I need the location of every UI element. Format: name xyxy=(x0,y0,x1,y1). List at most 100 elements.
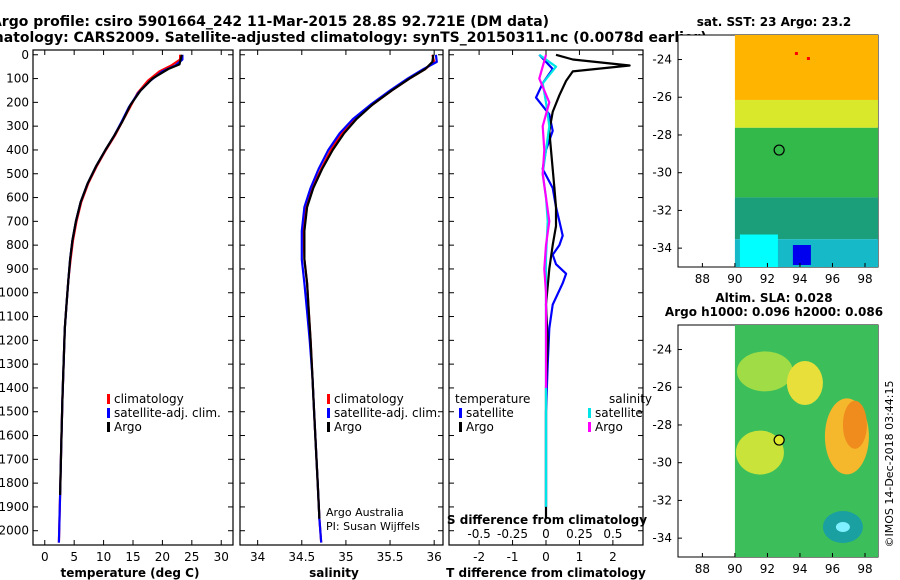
sst-cyan-patch xyxy=(739,234,778,267)
x-tick-label: 1 xyxy=(576,550,584,564)
map-x-tick-label: 96 xyxy=(825,562,840,576)
map-y-tick-label: -26 xyxy=(652,380,672,394)
map-y-tick-label: -30 xyxy=(652,166,672,180)
y-tick-label: 1300 xyxy=(0,357,29,371)
x-tick-label: 10 xyxy=(96,550,111,564)
header-line1: Argo profile: csiro 5901664_242 11-Mar-2… xyxy=(0,14,549,30)
plot-frame xyxy=(32,49,234,546)
legend-swatch-s-satellite xyxy=(588,408,591,418)
legend-label-argo: Argo xyxy=(114,420,142,434)
argo-position-marker xyxy=(773,144,785,156)
s-difference-ticks: -0.5 -0.25 0 0.25 0.5 xyxy=(467,527,622,541)
salinity-panel: 34 34.5 35 35.5 36 xyxy=(239,49,444,564)
sst-map-title: sat. SST: 23 Argo: 23.2 xyxy=(697,15,851,29)
sla-blob xyxy=(736,351,793,392)
argo-position-marker xyxy=(773,434,785,446)
y-tick-label: 1200 xyxy=(0,333,29,347)
legend-label-satellite-s: satellite-adj. clim. xyxy=(334,406,441,420)
salinity-legend: climatology satellite-adj. clim. Argo xyxy=(327,392,441,434)
y-tick-label: 300 xyxy=(6,119,29,133)
credit-line2: PI: Susan Wijffels xyxy=(326,520,420,533)
depth-axis: 0 100 200 300 400 500 600 700 800 900 1000 1100 1200… xyxy=(0,48,29,538)
y-tick-label: 400 xyxy=(6,143,29,157)
sla-blob xyxy=(842,400,867,449)
x-tick-label: 0 xyxy=(542,550,550,564)
y-tick-label: 500 xyxy=(6,167,29,181)
y-tick-label: 1600 xyxy=(0,429,29,443)
sla-map: Altim. SLA: 0.028 Argo h1000: 0.096 h200… xyxy=(652,291,883,576)
difference-legend: temperature salinity satellite Argo sate… xyxy=(455,392,652,434)
y-tick-label: 1700 xyxy=(0,452,29,466)
map-y-tick-label: -26 xyxy=(652,90,672,104)
copyright-label: ©IMOS 14-Dec-2018 03:44:15 xyxy=(883,381,896,548)
y-tick-label: 1000 xyxy=(0,286,29,300)
temperature-legend: climatology satellite-adj. clim. Argo xyxy=(107,392,221,434)
sst-blue-patch xyxy=(792,245,811,265)
x-tick-label: 0 xyxy=(41,550,49,564)
difference-panel: -2 -1 0 1 2 xyxy=(448,49,644,564)
credit-line1: Argo Australia xyxy=(326,506,404,519)
x-tick-label: 5 xyxy=(70,550,78,564)
y-tick-label: 900 xyxy=(6,262,29,276)
legend-title-salinity: salinity xyxy=(609,392,652,406)
x-tick-label: 20 xyxy=(155,550,170,564)
legend-label-climatology: climatology xyxy=(114,392,184,406)
y-tick-label: 600 xyxy=(6,191,29,205)
x-tick-label: 34.5 xyxy=(288,550,315,564)
legend-label-climatology-s: climatology xyxy=(334,392,404,406)
map-y-tick-label: -32 xyxy=(652,203,672,217)
map-y-tick-label: -34 xyxy=(652,241,672,255)
map-x-tick-label: 98 xyxy=(857,562,872,576)
map-y-tick-label: -24 xyxy=(652,53,672,67)
map-y-tick-label: -34 xyxy=(652,531,672,545)
legend-swatch-argo-s xyxy=(327,422,330,432)
series-line-argo xyxy=(59,54,183,496)
legend-swatch-s-argo xyxy=(588,422,591,432)
temperature-xlabel: temperature (deg C) xyxy=(61,566,200,580)
temperature-panel: 0 5 10 15 20 25 30 xyxy=(32,49,234,564)
header-line2: Climatology: CARS2009. Satellite-adjuste… xyxy=(0,30,707,46)
sla-blob xyxy=(835,522,850,532)
y-tick-label: 700 xyxy=(6,214,29,228)
legend-swatch-satellite-s xyxy=(327,408,330,418)
sst-green-band xyxy=(734,127,878,198)
sla-blob xyxy=(786,361,823,405)
plot-frame xyxy=(239,49,444,546)
sst-teal-band xyxy=(734,197,878,240)
y-tick-label: 1800 xyxy=(0,476,29,490)
legend-label-t-satellite: satellite xyxy=(466,406,514,420)
legend-label-satellite: satellite-adj. clim. xyxy=(114,406,221,420)
x2-tick-label: 0.5 xyxy=(603,527,622,541)
map-x-tick-label: 92 xyxy=(760,272,775,286)
legend-swatch-t-satellite xyxy=(459,408,462,418)
x-tick-label: 2 xyxy=(609,550,617,564)
y-tick-label: 1500 xyxy=(0,405,29,419)
x2-tick-label: -0.25 xyxy=(497,527,528,541)
map-x-tick-label: 94 xyxy=(792,562,807,576)
legend-label-s-satellite: satellite xyxy=(595,406,643,420)
x2-tick-label: -0.5 xyxy=(467,527,490,541)
x-tick-label: 36 xyxy=(427,550,442,564)
y-tick-label: 1400 xyxy=(0,381,29,395)
x-tick-label: 15 xyxy=(125,550,140,564)
sst-mid-band xyxy=(734,99,878,128)
legend-label-t-argo: Argo xyxy=(466,420,494,434)
map-x-tick-label: 98 xyxy=(857,272,872,286)
x-tick-label: -2 xyxy=(473,550,485,564)
y-tick-label: 0 xyxy=(21,48,29,62)
map-y-tick-label: -28 xyxy=(652,418,672,432)
map-x-tick-label: 90 xyxy=(727,562,742,576)
y-tick-label: 1100 xyxy=(0,310,29,324)
x-tick-label: 34 xyxy=(250,550,265,564)
map-x-tick-label: 96 xyxy=(825,272,840,286)
map-x-tick-label: 92 xyxy=(760,562,775,576)
legend-swatch-t-argo xyxy=(459,422,462,432)
x2-tick-label: 0 xyxy=(542,527,550,541)
x-tick-label: 35.5 xyxy=(377,550,404,564)
legend-swatch-satellite xyxy=(107,408,110,418)
sst-red-dot xyxy=(794,52,798,55)
sla-map-title1: Altim. SLA: 0.028 xyxy=(715,291,832,305)
legend-swatch-climatology xyxy=(107,394,110,404)
map-x-tick-label: 88 xyxy=(695,272,710,286)
